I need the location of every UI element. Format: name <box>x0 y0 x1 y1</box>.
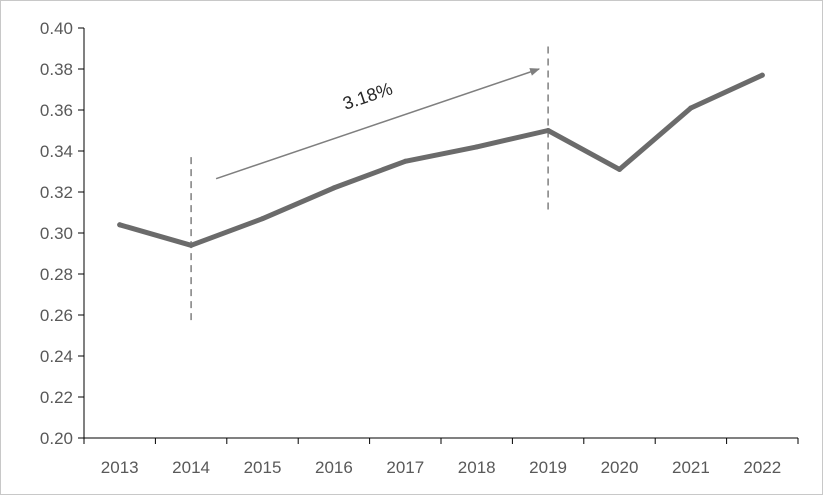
data-point <box>545 128 551 133</box>
data-point <box>260 216 265 222</box>
data-point <box>759 72 765 78</box>
x-axis-ticks: 2013 2014 2015 2016 2017 2018 2019 2020 2021 2022 <box>83 438 799 477</box>
y-tick-label: 0.22 <box>40 388 73 407</box>
y-tick-label: 0.26 <box>40 306 73 325</box>
y-tick-label: 0.20 <box>40 429 73 448</box>
y-tick-label: 0.34 <box>40 142 73 161</box>
y-tick-label: 0.28 <box>40 265 73 284</box>
data-point <box>188 242 194 248</box>
x-tick-label: 2014 <box>172 458 210 477</box>
y-tick-label: 0.38 <box>40 60 73 79</box>
y-tick-label: 0.24 <box>40 347 73 366</box>
x-tick-label: 2020 <box>601 458 639 477</box>
y-tick-label: 0.40 <box>40 19 73 38</box>
y-tick-label: 0.30 <box>40 224 73 243</box>
x-tick-label: 2022 <box>743 458 781 477</box>
x-tick-label: 2017 <box>386 458 424 477</box>
series-line <box>117 72 765 248</box>
x-tick-label: 2013 <box>101 458 139 477</box>
data-point <box>331 185 337 191</box>
y-tick-label: 0.36 <box>40 101 73 120</box>
data-point <box>117 222 123 228</box>
annotation-layer: 3.18% <box>215 68 541 180</box>
data-point <box>474 144 480 150</box>
growth-label: 3.18% <box>340 78 395 113</box>
data-point <box>688 105 694 111</box>
growth-arrow <box>215 68 541 180</box>
y-axis-ticks: 0.20 0.22 0.24 0.26 0.28 0.30 0.32 0.34 0.36 0.38… <box>40 19 84 448</box>
x-tick-label: 2015 <box>244 458 282 477</box>
y-tick-label: 0.32 <box>40 183 73 202</box>
x-tick-label: 2018 <box>458 458 496 477</box>
series-layer <box>117 72 765 248</box>
x-tick-label: 2019 <box>529 458 567 477</box>
data-point <box>402 158 408 164</box>
x-tick-label: 2021 <box>672 458 710 477</box>
period-marker-lines <box>190 46 549 322</box>
x-tick-label: 2016 <box>315 458 353 477</box>
data-point <box>617 166 622 172</box>
